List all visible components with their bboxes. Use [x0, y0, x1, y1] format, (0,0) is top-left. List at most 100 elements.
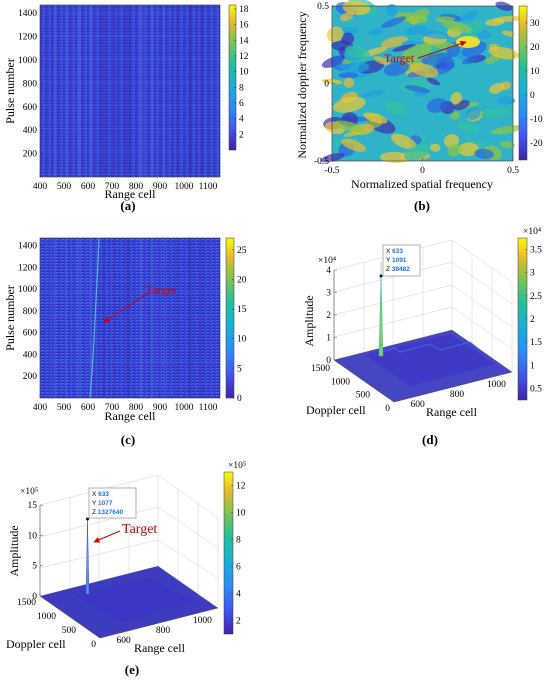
heatmap-a	[40, 5, 220, 177]
ztick-label: 0	[32, 592, 37, 602]
zlabel-d: Amplitude	[302, 295, 316, 346]
peak-spike-e	[85, 518, 90, 595]
colorbar-tick-label: 5	[237, 364, 242, 374]
colorbar-tick-label: -20	[530, 139, 543, 149]
svg-text:Y 1091: Y 1091	[386, 257, 407, 264]
datatip-x-value-e: 633	[98, 491, 109, 498]
ytick-label: 200	[23, 150, 38, 160]
ztick-label: 2	[326, 311, 331, 321]
ylabel-e: Doppler cell	[6, 637, 66, 651]
ylabel-d: Doppler cell	[306, 403, 366, 417]
colorbar-tick-label: 6	[236, 563, 241, 573]
peak-spike-d	[378, 274, 384, 357]
datatip-x-value-d: 633	[392, 248, 403, 255]
zexp-e: ×10⁵	[20, 487, 38, 497]
xtick-label: 400	[33, 403, 48, 413]
xtick-label: 0.5	[507, 166, 519, 176]
colorbar-ticks-c: 0 5 10 15 20 25	[232, 246, 247, 404]
caption-e: (e)	[125, 662, 139, 677]
colorbar-tick-label: -10	[530, 115, 543, 125]
xlabel-e: Range cell	[134, 641, 186, 655]
ytick-label: 400	[23, 350, 38, 360]
xtick-label: 900	[153, 182, 168, 192]
colorbar-tick-label: 20	[237, 275, 247, 285]
panel-e: X 633 Y 1077 Z 1327640 Target 0 5 10 15 ×10…	[6, 461, 246, 677]
ytick-label: 1400	[18, 242, 37, 252]
panel-b: -0.5 0 0.5 -0.5 0 0.5 Normalized spatial fre…	[295, 0, 543, 213]
colorbar-tick-label: 0	[530, 91, 535, 101]
xtick-label: 400	[33, 182, 48, 192]
xlabel-d: Range cell	[426, 405, 478, 419]
svg-text:X 633: X 633	[92, 491, 109, 498]
ytick-label: 1200	[18, 33, 37, 43]
colorbar-exp-e: ×10⁵	[228, 461, 246, 471]
colorbar-tick-label: 4	[236, 590, 241, 600]
colorbar-c	[225, 237, 235, 399]
datatip-y-value-e: 1077	[98, 500, 113, 507]
xtick-label: 600	[81, 182, 96, 192]
annotation-text-c: Target	[146, 283, 177, 297]
yticks-a: 200 400 600 800 1000 1200 1400	[18, 9, 43, 160]
ytick-label: 200	[23, 372, 38, 382]
datatip-z-label-d: Z	[386, 266, 390, 273]
xlabel-c: Range cell	[105, 409, 157, 423]
xtick-label: 800	[450, 390, 465, 400]
colorbar-tick-label: 8	[239, 83, 244, 93]
xtick-label: 800	[129, 182, 144, 192]
colorbar-tick-label: 18	[239, 5, 249, 15]
xtick-label: 700	[105, 403, 120, 413]
colorbar-tick-label: 1	[530, 361, 535, 371]
colorbar-tick-label: 30	[530, 19, 540, 29]
ytick-label: 800	[23, 79, 38, 89]
colorbar-tick-label: 2.5	[530, 292, 542, 302]
ytick-label: 1000	[331, 377, 350, 387]
colorbar-tick-label: 10	[239, 68, 249, 78]
colorbar-tick-label: 6	[239, 99, 244, 109]
colorbar-tick-label: 20	[530, 43, 540, 53]
xtick-label: 600	[411, 400, 426, 410]
xtick-label: 1100	[199, 182, 218, 192]
datatip-y-label-d: Y	[386, 257, 391, 264]
datatip-z-value-d: 38482	[392, 266, 410, 273]
colorbar-exp-d: ×10⁴	[523, 227, 542, 237]
xtick-label: 500	[57, 403, 72, 413]
ytick-label: 0.5	[317, 2, 329, 12]
colorbar-tick-label: 14	[239, 36, 249, 46]
ylabel-b: Normalized doppler frequency	[295, 11, 309, 158]
colorbar-ticks-e: 2 4 6 8 10 12	[231, 482, 246, 627]
svg-text:Z 38482: Z 38482	[386, 266, 410, 273]
ytick-label: 1500	[311, 364, 330, 374]
zticks-d: 0 1 2 3 4	[326, 266, 337, 366]
ytick-label: 1200	[18, 263, 37, 273]
datatip-e	[88, 487, 137, 519]
heatmap-a-bands	[40, 5, 220, 177]
colorbar-tick-label: 8	[236, 536, 241, 546]
annotation-arrow-b	[417, 40, 467, 59]
ytick-label: 0	[385, 404, 390, 414]
ytick-label: 800	[23, 307, 38, 317]
colorbar-tick-label: 12	[236, 482, 246, 492]
caption-d: (d)	[422, 432, 438, 447]
xtick-label: 600	[117, 636, 132, 646]
panel-d: X 633 Y 1091 Z 38482 0 1 2 3 4 ×10⁴ 0 500 1000…	[302, 227, 542, 447]
peak-marker-d	[379, 274, 383, 278]
colorbar-a	[228, 4, 237, 151]
colorbar-tick-label: 25	[237, 246, 247, 256]
colorbar-ticks-d: 0.5 1 1.5 2 2.5 3 3.5	[525, 246, 542, 394]
xtick-label: 1000	[175, 403, 194, 413]
svg-text:X 633: X 633	[386, 248, 403, 255]
heatmap-c-bands	[40, 238, 220, 398]
xtick-label: 800	[129, 403, 144, 413]
caption-c: (c)	[121, 432, 135, 447]
colorbar-tick-label: 12	[239, 52, 249, 62]
target-trace-c	[89, 237, 100, 399]
xticks-b: -0.5 0 0.5	[324, 158, 519, 176]
caption-b: (b)	[414, 198, 430, 213]
colorbar-b	[518, 5, 528, 161]
ytick-label: 1000	[37, 612, 56, 622]
ztick-label: 3	[326, 289, 331, 299]
yticks-b: -0.5 0 0.5	[314, 2, 335, 167]
xtick-label: 1000	[175, 182, 194, 192]
